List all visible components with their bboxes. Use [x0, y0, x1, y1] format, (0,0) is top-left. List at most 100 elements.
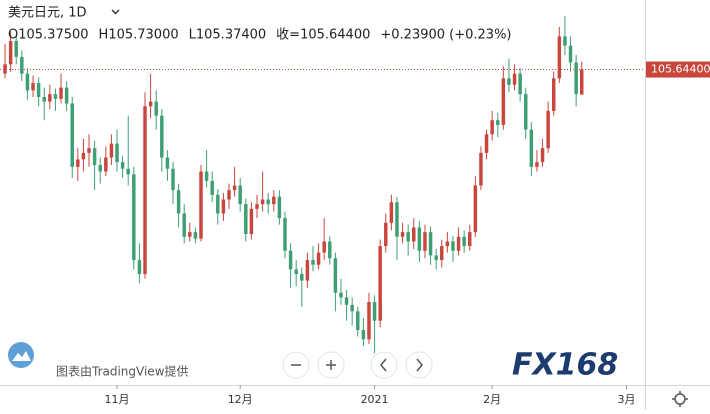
candle-body: [473, 185, 478, 233]
candle-body: [143, 106, 147, 275]
x-tick-label: 3月: [618, 393, 636, 406]
candle-body: [389, 202, 394, 223]
ohlc-value: 收=105.64400: [276, 28, 370, 43]
candle-body: [395, 202, 399, 237]
symbol: 美元日元, 1D: [8, 6, 87, 21]
candle-body: [445, 241, 450, 247]
ohlc-value: H105.73000: [99, 28, 179, 43]
x-tick-label: 12月: [228, 393, 253, 406]
candle-body: [328, 241, 332, 259]
x-tick-label: 11月: [105, 393, 130, 406]
plot: [0, 15, 645, 354]
candle-body: [294, 269, 298, 275]
candle-body: [120, 162, 125, 169]
candle-body: [361, 330, 366, 340]
candle-body: [350, 304, 354, 312]
badge-icon: [8, 342, 34, 368]
candle-body: [126, 168, 130, 175]
candle-body: [115, 143, 119, 163]
candle-body: [417, 227, 422, 251]
price-label: 105.64400: [651, 63, 710, 76]
candle-body: [87, 148, 91, 153]
candle-body: [322, 241, 326, 253]
candle-body: [288, 250, 293, 270]
candle-body: [479, 152, 483, 186]
right-icon: [416, 358, 423, 372]
left-icon: [380, 358, 387, 372]
candle-body: [59, 87, 63, 99]
candle-body: [579, 69, 584, 95]
candle-body: [518, 73, 522, 95]
scroll-right-button[interactable]: [405, 351, 433, 379]
candle-body: [48, 94, 52, 102]
candle-body: [137, 260, 142, 275]
candle-body: [400, 232, 405, 237]
candle-body: [524, 94, 528, 130]
candle-body: [204, 171, 209, 181]
candle-body: [221, 199, 226, 214]
candle-body: [171, 168, 175, 191]
candle-body: [36, 82, 41, 97]
candle-body: [160, 115, 164, 158]
candle-body: [8, 41, 13, 65]
candle-body: [255, 204, 259, 209]
tradingview-badge: 图表由TradingView提供: [8, 342, 189, 379]
candle-body: [232, 185, 237, 191]
x-tick-label: 2021: [361, 393, 389, 406]
candle-body: [266, 199, 270, 205]
plus-icon: [326, 360, 336, 370]
scroll-left-button[interactable]: [370, 351, 398, 379]
candle-body: [423, 232, 427, 251]
watermark: 图表由TradingView提供: [56, 364, 189, 379]
candle-body: [367, 302, 371, 340]
candle-body: [451, 241, 455, 251]
zoom-controls: [282, 351, 433, 379]
candle-body: [552, 78, 556, 111]
candle-body: [20, 56, 24, 74]
candle-body: [154, 101, 158, 116]
candle-body: [188, 232, 192, 237]
candle-body: [199, 171, 203, 239]
candle-body: [428, 232, 433, 256]
settings-button[interactable]: [672, 391, 688, 407]
candle-body: [31, 82, 35, 91]
candle-body: [406, 232, 410, 242]
candle-body: [76, 159, 80, 167]
candle-body: [53, 94, 58, 99]
candle-body: [132, 174, 136, 261]
candle-body: [540, 148, 545, 163]
candle-body: [70, 103, 74, 167]
candle-body: [490, 120, 494, 135]
candle-body: [563, 36, 567, 46]
candle-body: [339, 292, 343, 298]
candle-body: [148, 101, 153, 107]
candle-body: [92, 148, 97, 165]
ohlc-value: L105.37400: [189, 28, 267, 43]
candle-body: [98, 165, 102, 172]
candle-body: [356, 311, 360, 330]
gear-teeth: [672, 391, 688, 407]
candle-body: [249, 208, 254, 234]
candle-body: [529, 129, 534, 167]
ohlc-value: O105.37500: [8, 28, 89, 43]
candle-body: [462, 236, 466, 247]
candle-body: [344, 297, 349, 305]
candle-body: [277, 196, 282, 219]
badge-glyph: [12, 351, 31, 361]
candle-body: [210, 180, 214, 195]
candle-body: [574, 62, 578, 95]
candle-body: [468, 232, 472, 247]
candle-body: [372, 302, 377, 321]
candle-body: [512, 73, 517, 85]
candle-body: [316, 252, 321, 265]
candle-body: [25, 73, 30, 91]
candle-body: [182, 213, 186, 237]
candle-body: [104, 157, 108, 172]
candle-body: [64, 87, 69, 104]
candle-body: [557, 36, 562, 79]
ohlc-legend: O105.37500 H105.73000 L105.37400 收=105.6440…: [8, 28, 512, 43]
candle-body: [496, 120, 500, 125]
interval-dropdown[interactable]: [111, 9, 120, 15]
